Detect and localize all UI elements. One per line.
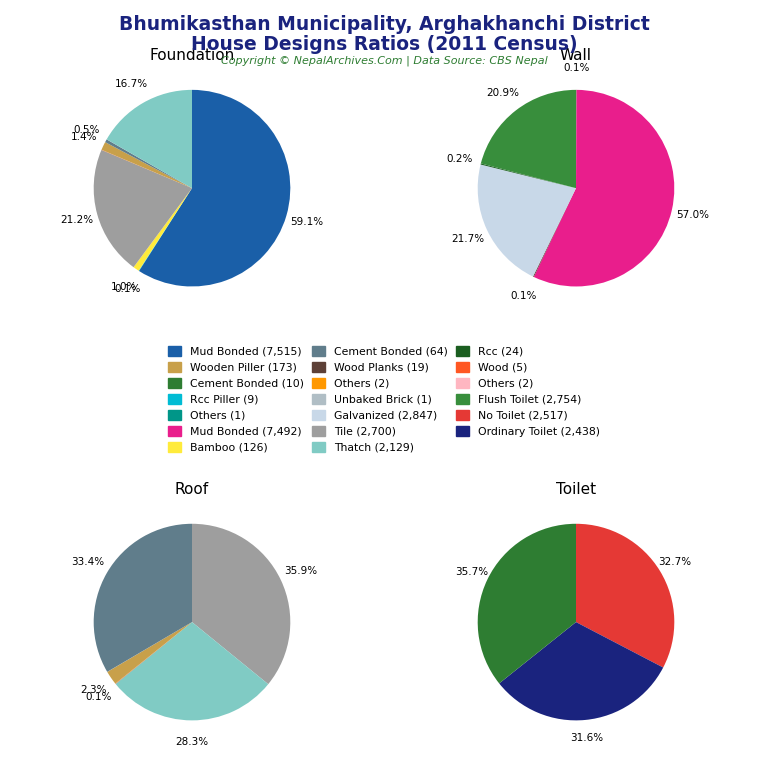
Text: 32.7%: 32.7% <box>659 557 692 567</box>
Text: 28.3%: 28.3% <box>175 737 208 747</box>
Wedge shape <box>134 188 192 271</box>
Title: Toilet: Toilet <box>556 482 596 497</box>
Wedge shape <box>534 90 674 286</box>
Text: 21.7%: 21.7% <box>451 234 484 244</box>
Text: 33.4%: 33.4% <box>71 558 104 568</box>
Wedge shape <box>115 622 192 684</box>
Text: Copyright © NepalArchives.Com | Data Source: CBS Nepal: Copyright © NepalArchives.Com | Data Sou… <box>220 55 548 66</box>
Text: 0.1%: 0.1% <box>511 291 537 301</box>
Wedge shape <box>105 142 192 188</box>
Wedge shape <box>94 524 192 672</box>
Text: 59.1%: 59.1% <box>290 217 323 227</box>
Wedge shape <box>192 524 290 684</box>
Text: 1.4%: 1.4% <box>71 131 97 141</box>
Wedge shape <box>478 164 576 276</box>
Wedge shape <box>139 188 192 271</box>
Wedge shape <box>107 139 192 188</box>
Wedge shape <box>101 142 192 188</box>
Text: 1.0%: 1.0% <box>111 282 137 292</box>
Text: 35.9%: 35.9% <box>283 565 317 575</box>
Text: 16.7%: 16.7% <box>115 79 148 89</box>
Text: 31.6%: 31.6% <box>571 733 604 743</box>
Wedge shape <box>481 164 576 188</box>
Text: 0.2%: 0.2% <box>446 154 473 164</box>
Wedge shape <box>108 622 192 684</box>
Text: 21.2%: 21.2% <box>60 215 93 225</box>
Wedge shape <box>499 622 663 720</box>
Text: 0.5%: 0.5% <box>74 125 100 135</box>
Text: 2.3%: 2.3% <box>80 685 107 695</box>
Wedge shape <box>101 150 192 188</box>
Wedge shape <box>481 90 576 188</box>
Text: 0.1%: 0.1% <box>563 63 590 73</box>
Wedge shape <box>576 524 674 667</box>
Text: 35.7%: 35.7% <box>455 567 488 577</box>
Wedge shape <box>139 90 290 286</box>
Text: Bhumikasthan Municipality, Arghakhanchi District: Bhumikasthan Municipality, Arghakhanchi … <box>118 15 650 35</box>
Legend: Mud Bonded (7,515), Wooden Piller (173), Cement Bonded (10), Rcc Piller (9), Oth: Mud Bonded (7,515), Wooden Piller (173),… <box>168 346 600 452</box>
Wedge shape <box>108 622 192 672</box>
Title: Foundation: Foundation <box>149 48 235 63</box>
Wedge shape <box>115 622 268 720</box>
Title: Wall: Wall <box>560 48 592 63</box>
Text: 20.9%: 20.9% <box>486 88 519 98</box>
Wedge shape <box>134 188 192 267</box>
Text: House Designs Ratios (2011 Census): House Designs Ratios (2011 Census) <box>190 35 578 55</box>
Wedge shape <box>94 150 192 267</box>
Wedge shape <box>105 140 192 188</box>
Text: 57.0%: 57.0% <box>677 210 710 220</box>
Text: 0.1%: 0.1% <box>85 692 112 702</box>
Wedge shape <box>533 188 576 277</box>
Wedge shape <box>107 90 192 188</box>
Wedge shape <box>478 524 576 684</box>
Title: Roof: Roof <box>175 482 209 497</box>
Text: 0.1%: 0.1% <box>114 284 141 294</box>
